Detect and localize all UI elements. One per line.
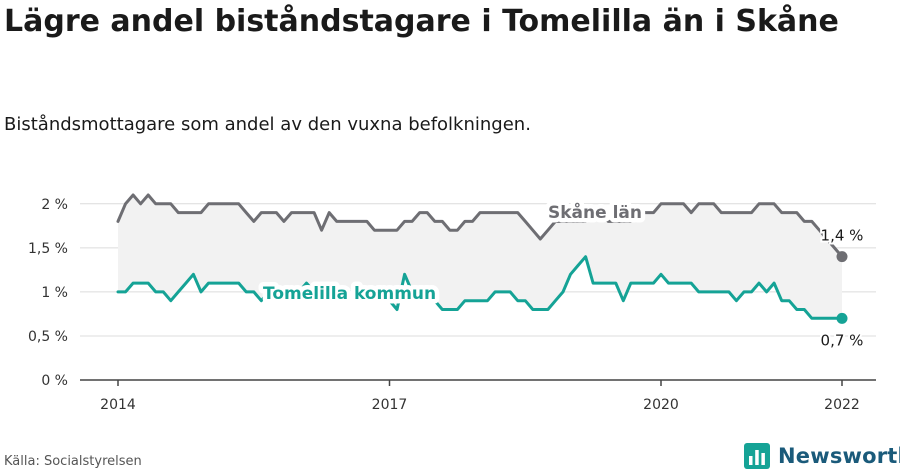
y-tick-label: 0 % xyxy=(41,373,68,389)
line-chart: 0 % 0,5 % 1 % 1,5 % 2 % 2014 2017 2020 2022 1,4… xyxy=(28,193,876,413)
x-tick-label: 2022 xyxy=(824,397,860,413)
series-lines xyxy=(116,193,848,324)
newsworthy-brand[interactable]: Newsworthy xyxy=(744,442,900,470)
y-tick-label: 1 % xyxy=(41,285,68,301)
skane-lan-label: Skåne län xyxy=(548,201,642,223)
x-tick-label: 2020 xyxy=(643,397,679,413)
skane-lan-end-point xyxy=(836,251,848,263)
y-tick-label: 0,5 % xyxy=(28,329,68,345)
y-axis-tick-labels: 0 % 0,5 % 1 % 1,5 % 2 % xyxy=(28,197,68,389)
tomelilla-kommun-line xyxy=(116,255,844,320)
range-band xyxy=(118,195,842,319)
tomelilla-kommun-label: Tomelilla kommun xyxy=(263,284,436,304)
skane-lan-end-label: 1,4 % xyxy=(821,227,864,245)
x-tick-label: 2017 xyxy=(372,397,408,413)
y-tick-label: 1,5 % xyxy=(28,241,68,257)
chart-subtitle: Biståndsmottagare som andel av den vuxna… xyxy=(4,114,531,135)
y-tick-label: 2 % xyxy=(41,197,68,213)
x-tick-label: 2014 xyxy=(100,397,136,413)
tomelilla-kommun-end-point xyxy=(836,312,848,324)
bar-chart-logo-icon xyxy=(744,443,770,469)
brand-name: Newsworthy xyxy=(778,444,900,468)
tomelilla-kommun-end-label: 0,7 % xyxy=(821,331,864,349)
source-note: Källa: Socialstyrelsen xyxy=(4,454,142,469)
chart-title: Lägre andel biståndstagare i Tomelilla ä… xyxy=(4,4,839,39)
skane-lan-line xyxy=(116,193,844,259)
x-axis-ticks: 2014 2017 2020 2022 xyxy=(100,380,860,413)
